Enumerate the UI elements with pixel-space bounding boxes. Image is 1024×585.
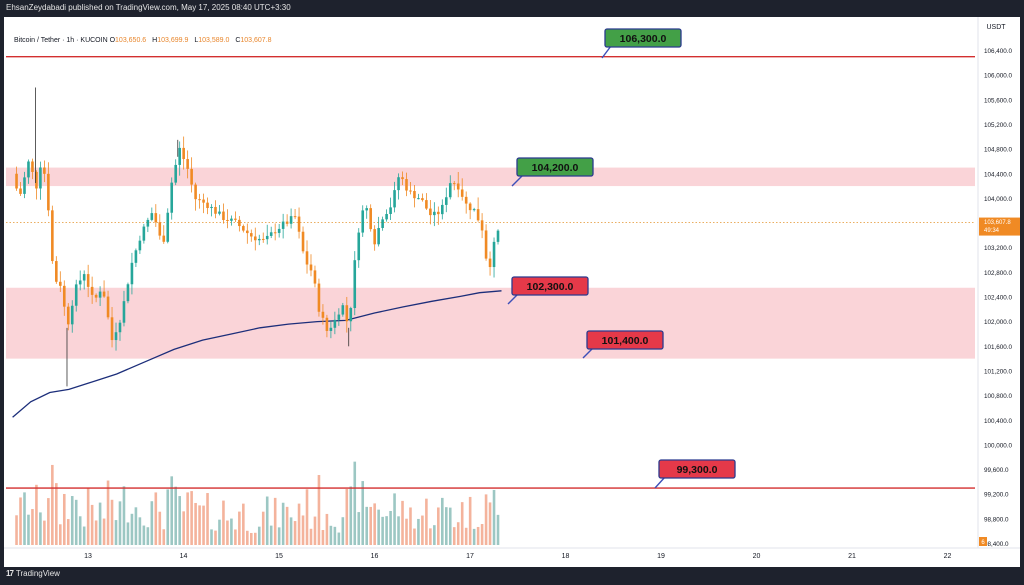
ohlc-close-label: C <box>235 37 241 44</box>
tradingview-logo-text: TradingView <box>15 569 60 578</box>
ohlc-low-label: L <box>194 37 199 44</box>
tradingview-footer: 17 TradingView <box>6 569 60 578</box>
ohlc-low: 103,589.0 <box>198 37 230 44</box>
ohlc-open: 103,650.6 <box>115 37 147 44</box>
ohlc-close: 103,607.8 <box>240 37 272 44</box>
ohlc-high: 103,699.9 <box>157 37 189 44</box>
ohlc-high-label: H <box>152 37 158 44</box>
ohlc-open-label: O <box>109 37 116 44</box>
symbol-legend: Bitcoin / Tether · 1h · KUCOIN O103,650.… <box>14 37 276 44</box>
chart-panel[interactable]: Bitcoin / Tether · 1h · KUCOIN O103,650.… <box>4 17 1020 567</box>
published-header: EhsanZeydabadi published on TradingView.… <box>6 3 291 12</box>
symbol-name[interactable]: Bitcoin / Tether · 1h · KUCOIN <box>14 37 108 44</box>
tradingview-logo-icon: 17 <box>6 569 14 578</box>
